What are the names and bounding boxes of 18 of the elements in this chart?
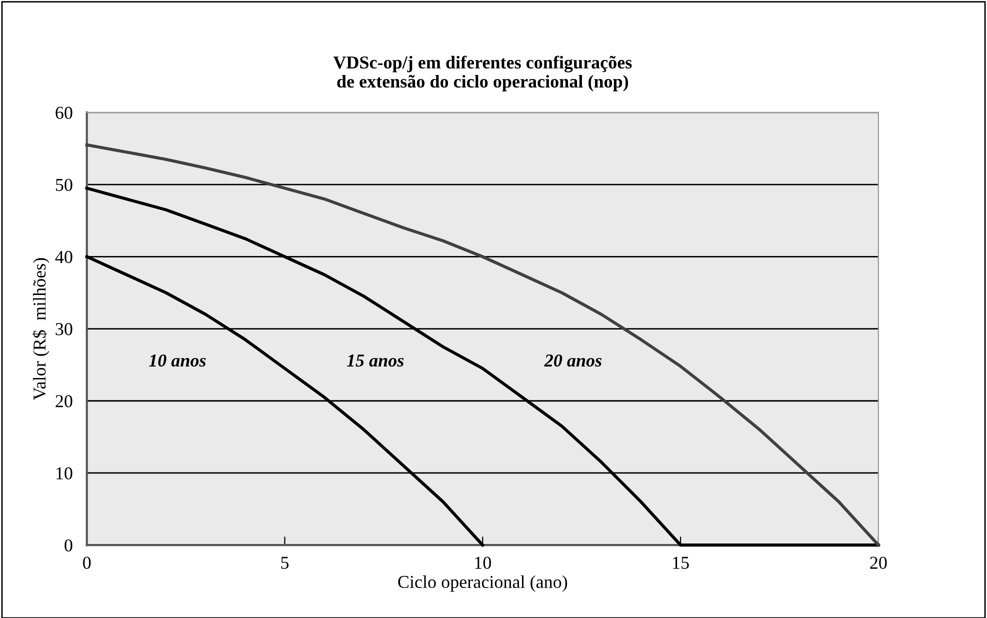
series-label: 20 anos <box>544 354 602 367</box>
y-tick-label: 0 <box>64 539 72 552</box>
y-tick-label: 40 <box>55 250 72 264</box>
y-axis-title: Valor (R$ milhões) <box>32 258 50 400</box>
y-tick-label: 30 <box>56 323 72 336</box>
y-tick-label: 50 <box>56 178 72 192</box>
x-tick-label: 0 <box>83 556 91 569</box>
y-tick-label: 10 <box>56 467 72 480</box>
y-tick-label: 60 <box>56 106 72 119</box>
x-axis-title: Ciclo operacional (ano) <box>398 575 568 592</box>
series-label: 10 anos <box>149 354 206 367</box>
x-tick-label: 5 <box>281 556 289 569</box>
y-tick-label: 20 <box>56 395 72 408</box>
x-tick-label: 15 <box>673 556 689 569</box>
x-tick-label: 10 <box>475 556 491 569</box>
chart-title: VDSc-op/j em diferentes configurações de extensão do ciclo operacional (nop) <box>333 56 632 92</box>
x-tick-label: 20 <box>870 556 887 569</box>
series-label: 15 anos <box>346 354 404 367</box>
